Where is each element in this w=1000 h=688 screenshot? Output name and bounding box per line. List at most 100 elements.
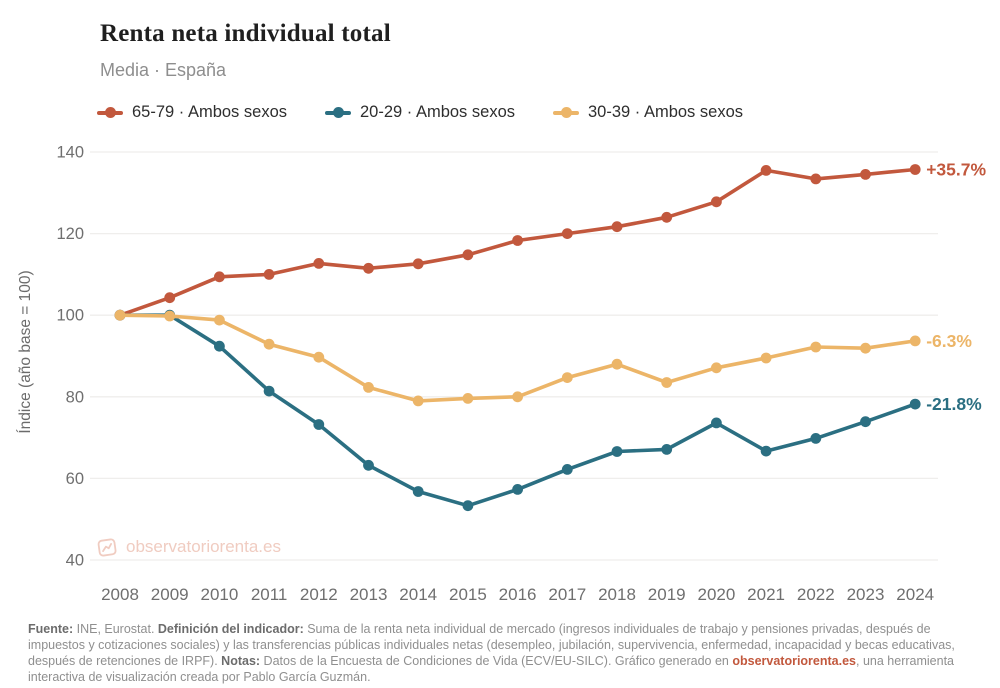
series-point	[114, 309, 126, 321]
series-line	[118, 313, 917, 403]
series-point	[661, 211, 673, 223]
x-tick-label: 2012	[300, 585, 338, 604]
legend-item-20-29: 20-29 · Ambos sexos	[325, 103, 515, 122]
y-axis-title: Índice (año base = 100)	[17, 270, 34, 433]
series-point	[860, 342, 871, 354]
x-tick-label: 2018	[598, 585, 636, 604]
x-tick-label: 2021	[747, 585, 785, 604]
series-point	[363, 459, 374, 471]
series-point	[512, 391, 523, 403]
series-point	[214, 314, 225, 326]
series-point	[810, 173, 822, 185]
footer-text: INE, Eurostat.	[73, 622, 158, 636]
legend-item-label: 20-29 · Ambos sexos	[360, 103, 515, 121]
x-tick-label: 2019	[648, 585, 686, 604]
series-point	[313, 258, 325, 269]
series-point	[711, 196, 722, 208]
series-point	[512, 235, 523, 246]
x-tick-label: 2014	[399, 585, 437, 604]
page-title: Renta neta individual total	[100, 20, 391, 47]
series-point	[909, 335, 921, 347]
footer-notes: Fuente: INE, Eurostat. Definición del in…	[28, 622, 974, 686]
legend-item-30-39: 30-39 · Ambos sexos	[553, 103, 743, 122]
series-point	[860, 416, 871, 428]
y-tick-label: 120	[56, 225, 84, 243]
series-point	[611, 221, 623, 233]
watermark-text: observatoriorenta.es	[126, 537, 281, 556]
y-tick-label: 80	[66, 388, 84, 406]
series-end-label: -6.3%	[926, 331, 972, 351]
x-tick-label: 2013	[350, 585, 388, 604]
x-tick-label: 2009	[151, 585, 189, 604]
legend-marker-icon	[325, 107, 351, 119]
series-point	[909, 398, 921, 410]
series-point	[462, 393, 474, 404]
series-point	[611, 446, 623, 457]
trend-chart-logo-icon	[97, 538, 117, 557]
series-point	[313, 351, 325, 363]
series-point	[760, 165, 772, 176]
y-tick-label: 100	[56, 307, 84, 325]
x-tick-label: 2010	[200, 585, 238, 604]
series-point	[263, 269, 275, 280]
y-tick-label: 60	[66, 470, 84, 488]
series-point	[164, 310, 176, 322]
series-point	[214, 340, 225, 352]
series-point	[164, 292, 176, 304]
footer-text: Datos de la Encuesta de Condiciones de V…	[260, 653, 733, 668]
x-tick-label: 2017	[548, 585, 586, 604]
series-point	[412, 486, 424, 497]
series-line	[118, 313, 917, 508]
series-point	[561, 228, 573, 240]
legend: 65-79 · Ambos sexos 20-29 · Ambos sexos …	[97, 103, 743, 122]
series-point	[363, 382, 374, 393]
series-point	[611, 358, 623, 370]
footer-bold-text: Fuente:	[28, 622, 74, 636]
legend-item-label: 30-39 · Ambos sexos	[588, 103, 743, 121]
series-point	[760, 352, 772, 364]
x-tick-label: 2020	[697, 585, 735, 604]
series-end-label: -21.8%	[926, 394, 982, 414]
series-point	[462, 249, 474, 261]
footer-bold-text: Notas:	[221, 653, 261, 668]
series-point	[313, 419, 325, 430]
footer-text: Suma de la renta neta individual de merc…	[28, 622, 955, 668]
chart-subtitle: Media · España	[100, 60, 227, 80]
series-point	[760, 445, 772, 457]
legend-item-65-79: 65-79 · Ambos sexos	[97, 103, 287, 122]
x-tick-label: 2022	[797, 585, 835, 604]
x-tick-label: 2015	[449, 585, 487, 604]
series-point	[412, 395, 424, 407]
footer-bold-text: Definición del indicador:	[157, 622, 304, 636]
x-tick-label: 2008	[101, 585, 139, 604]
series-point	[860, 169, 871, 180]
watermark: observatoriorenta.es	[96, 536, 281, 558]
series-point	[214, 271, 225, 283]
legend-item-label: 65-79 · Ambos sexos	[132, 103, 287, 121]
series-end-label: +35.7%	[926, 160, 986, 180]
series-point	[810, 341, 822, 353]
series-point	[661, 377, 673, 388]
series-point	[263, 385, 275, 397]
y-tick-label: 140	[56, 144, 84, 162]
series-point	[561, 464, 573, 475]
observatoriorenta-link[interactable]: observatoriorenta.es	[732, 653, 857, 668]
series-point	[263, 338, 275, 350]
legend-marker-icon	[97, 107, 123, 119]
series-point	[711, 362, 722, 374]
series-point	[810, 433, 822, 444]
series-point	[363, 262, 374, 274]
x-tick-label: 2024	[896, 585, 934, 604]
x-tick-label: 2011	[251, 585, 288, 604]
x-tick-label: 2023	[847, 585, 885, 604]
series-point	[462, 500, 474, 512]
series-point	[909, 164, 921, 175]
series-point	[661, 444, 673, 455]
x-tick-label: 2016	[499, 585, 537, 604]
series-point	[561, 372, 573, 383]
footer-text: , una herramienta interactiva de visuali…	[28, 653, 954, 684]
series-point	[412, 258, 424, 270]
legend-marker-icon	[553, 107, 579, 119]
